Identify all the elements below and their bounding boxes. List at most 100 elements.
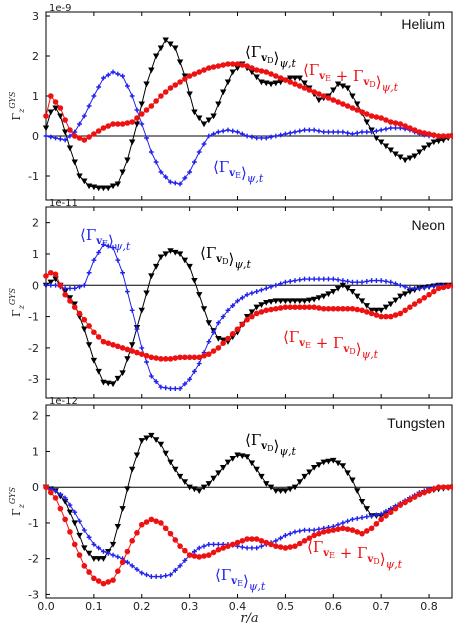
data-point: [206, 133, 212, 139]
data-point: [95, 185, 102, 192]
data-point: [167, 530, 174, 537]
data-point: [119, 169, 126, 176]
data-point: [417, 286, 422, 291]
data-point: [152, 437, 160, 444]
data-point: [192, 159, 197, 165]
data-point: [72, 286, 78, 291]
data-point: [143, 519, 150, 525]
data-point: [125, 289, 130, 294]
data-point: [406, 288, 414, 295]
data-point: [186, 552, 193, 558]
data-point: [186, 73, 193, 79]
data-point: [110, 245, 116, 251]
data-point: [57, 136, 63, 142]
data-point: [96, 545, 102, 551]
data-point: [143, 290, 150, 297]
data-point: [349, 288, 356, 295]
data-point: [407, 496, 413, 503]
data-point: [316, 91, 322, 97]
data-point: [215, 101, 222, 108]
data-point: [402, 123, 408, 129]
data-point: [191, 278, 198, 284]
data-point: [181, 257, 189, 264]
data-point: [52, 495, 59, 501]
data-point: [148, 354, 155, 361]
data-point: [101, 75, 106, 81]
data-point: [397, 293, 404, 300]
data-point: [172, 537, 179, 543]
data-point: [431, 486, 437, 492]
data-point: [373, 512, 379, 518]
data-point: [340, 129, 346, 135]
y-tick-label: 1: [32, 90, 39, 103]
data-point: [283, 533, 288, 538]
data-point: [81, 178, 88, 185]
y-axis-label: ΓzGYS: [8, 487, 26, 516]
data-point: [325, 528, 332, 534]
data-point: [368, 307, 375, 314]
data-point: [43, 484, 49, 491]
data-point: [397, 154, 404, 161]
data-point: [62, 291, 68, 298]
data-point: [206, 65, 212, 71]
data-point: [192, 368, 197, 374]
y-tick-label: 1: [32, 248, 39, 261]
series-sum: [43, 269, 453, 362]
data-point: [349, 305, 356, 312]
data-point: [244, 316, 250, 323]
data-point: [96, 84, 102, 90]
data-point: [364, 309, 370, 315]
series-annotation: ⟨ΓvE⟩ψ,t: [80, 226, 131, 253]
data-point: [359, 515, 365, 520]
data-point: [144, 135, 149, 141]
data-point: [148, 67, 155, 74]
data-point: [340, 525, 346, 532]
data-point: [110, 341, 116, 348]
y-tick-label: 1: [32, 445, 39, 458]
data-point: [239, 453, 246, 460]
data-point: [359, 129, 365, 135]
data-point: [162, 251, 169, 258]
data-point: [272, 80, 280, 87]
data-point: [282, 298, 289, 305]
data-point: [272, 488, 280, 494]
data-point: [287, 75, 294, 82]
data-point: [86, 323, 92, 329]
data-point: [306, 535, 313, 541]
data-point: [47, 93, 54, 99]
data-point: [253, 67, 260, 73]
data-point: [349, 105, 356, 111]
data-point: [220, 545, 226, 551]
data-point: [168, 386, 173, 392]
series-sum: [43, 484, 453, 587]
data-point: [340, 278, 346, 283]
data-point: [86, 569, 92, 575]
data-point: [211, 541, 216, 547]
data-point: [430, 139, 438, 146]
data-point: [134, 115, 140, 121]
data-point: [311, 127, 317, 133]
data-point: [200, 121, 208, 128]
data-point: [124, 120, 131, 126]
data-point: [157, 441, 165, 448]
data-point: [282, 488, 289, 494]
data-point: [152, 263, 160, 270]
data-point: [220, 340, 226, 347]
data-point: [248, 69, 256, 76]
y-tick-label: -2: [28, 342, 39, 355]
data-point: [81, 137, 88, 143]
data-point: [411, 494, 418, 500]
data-point: [48, 134, 54, 140]
data-point: [369, 278, 374, 283]
y-tick-label: 0: [32, 130, 39, 143]
data-point: [153, 379, 159, 384]
data-point: [306, 276, 312, 282]
data-point: [124, 157, 131, 164]
data-point: [186, 484, 193, 491]
data-point: [95, 556, 102, 562]
data-point: [168, 179, 173, 185]
data-point: [172, 82, 179, 88]
data-point: [129, 563, 135, 569]
data-point: [258, 68, 265, 74]
data-point: [296, 304, 303, 310]
